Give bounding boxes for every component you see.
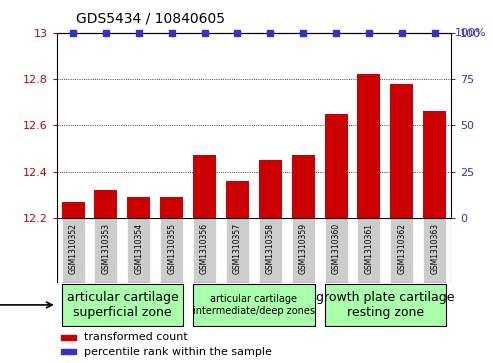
- Bar: [292, 155, 315, 218]
- Text: GSM1310353: GSM1310353: [102, 223, 110, 274]
- Bar: [62, 284, 183, 326]
- Bar: [95, 190, 117, 218]
- Bar: [61, 348, 76, 354]
- Bar: [127, 197, 150, 218]
- Text: articular cartilage
intermediate/deep zones: articular cartilage intermediate/deep zo…: [193, 294, 315, 316]
- Bar: [357, 74, 381, 218]
- Text: transformed count: transformed count: [84, 333, 188, 342]
- Text: GSM1310358: GSM1310358: [266, 223, 275, 274]
- Bar: [62, 218, 85, 283]
- Bar: [160, 218, 183, 283]
- Bar: [292, 218, 315, 283]
- Bar: [193, 218, 216, 283]
- Bar: [226, 218, 249, 283]
- Text: GDS5434 / 10840605: GDS5434 / 10840605: [76, 11, 225, 25]
- Bar: [160, 197, 183, 218]
- Text: GSM1310357: GSM1310357: [233, 223, 242, 274]
- Bar: [259, 160, 282, 218]
- Text: GSM1310361: GSM1310361: [364, 223, 373, 274]
- Text: percentile rank within the sample: percentile rank within the sample: [84, 347, 272, 356]
- Bar: [423, 218, 446, 283]
- Bar: [423, 111, 446, 218]
- Bar: [95, 218, 117, 283]
- Bar: [193, 155, 216, 218]
- Text: GSM1310360: GSM1310360: [332, 223, 341, 274]
- Bar: [324, 218, 348, 283]
- Text: GSM1310352: GSM1310352: [69, 223, 77, 274]
- Text: growth plate cartilage
resting zone: growth plate cartilage resting zone: [316, 291, 455, 319]
- Bar: [324, 284, 446, 326]
- Text: GSM1310363: GSM1310363: [430, 223, 439, 274]
- Bar: [62, 201, 85, 218]
- Bar: [193, 284, 315, 326]
- Text: articular cartilage
superficial zone: articular cartilage superficial zone: [67, 291, 178, 319]
- Bar: [226, 181, 249, 218]
- Text: 100%: 100%: [455, 28, 487, 38]
- Text: GSM1310356: GSM1310356: [200, 223, 209, 274]
- Bar: [390, 83, 413, 218]
- Bar: [61, 335, 76, 340]
- Text: GSM1310362: GSM1310362: [397, 223, 406, 274]
- Bar: [390, 218, 413, 283]
- Text: GSM1310359: GSM1310359: [299, 223, 308, 274]
- Text: GSM1310354: GSM1310354: [135, 223, 143, 274]
- Bar: [357, 218, 381, 283]
- Bar: [127, 218, 150, 283]
- Text: GSM1310355: GSM1310355: [167, 223, 176, 274]
- Bar: [259, 218, 282, 283]
- Bar: [324, 114, 348, 218]
